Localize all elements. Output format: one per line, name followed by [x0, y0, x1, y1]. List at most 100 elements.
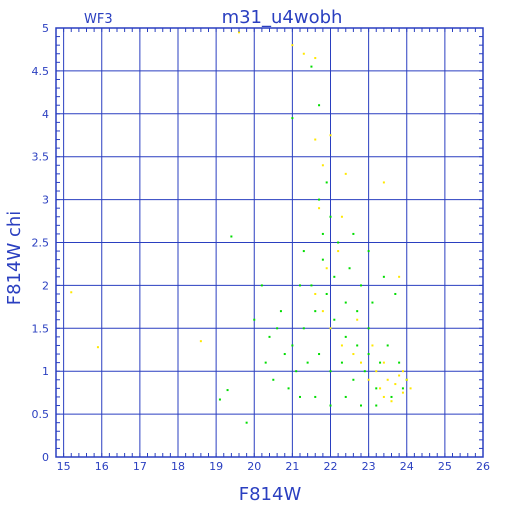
y-tick-label: 3 — [42, 194, 49, 207]
data-point — [276, 327, 279, 330]
data-point — [245, 421, 248, 424]
data-point — [382, 275, 385, 278]
data-point — [287, 387, 290, 390]
data-point — [199, 340, 202, 343]
chart-title: m31_u4wobh — [222, 7, 343, 28]
data-point — [352, 232, 355, 235]
data-point — [398, 374, 401, 377]
data-point — [382, 395, 385, 398]
data-point — [352, 353, 355, 356]
data-points — [70, 31, 412, 424]
data-point — [333, 318, 336, 321]
data-point — [379, 361, 382, 364]
data-point — [314, 138, 317, 141]
data-point — [398, 361, 401, 364]
data-point — [283, 353, 286, 356]
x-tick-label: 24 — [400, 460, 414, 473]
data-point — [405, 378, 408, 381]
data-point — [379, 387, 382, 390]
data-point — [409, 387, 412, 390]
data-point — [253, 318, 256, 321]
data-point — [344, 395, 347, 398]
data-point — [302, 327, 305, 330]
data-point — [291, 44, 294, 47]
data-point — [299, 395, 301, 398]
x-tick-labels: 15 16 17 18 19 20 21 22 23 24 25 26 — [57, 460, 490, 473]
data-point — [398, 275, 401, 278]
data-point — [318, 198, 321, 201]
data-point — [329, 327, 332, 330]
tick-marks — [55, 27, 484, 458]
data-point — [367, 378, 370, 381]
data-point — [302, 52, 305, 55]
y-tick-label: 5 — [42, 22, 49, 35]
data-point — [226, 389, 229, 392]
data-point — [356, 344, 359, 347]
data-point — [314, 57, 317, 60]
data-point — [329, 215, 332, 218]
y-tick-label: 2.5 — [32, 237, 50, 250]
x-tick-label: 16 — [95, 460, 109, 473]
data-point — [360, 404, 362, 407]
data-point — [295, 370, 298, 373]
data-point — [333, 275, 336, 278]
y-tick-label: 0.5 — [32, 408, 50, 421]
data-point — [302, 250, 305, 253]
data-point — [329, 404, 332, 407]
data-point — [356, 310, 359, 313]
data-point — [325, 181, 328, 184]
y-tick-label: 1.5 — [32, 322, 50, 335]
data-point — [382, 181, 385, 184]
data-point — [367, 250, 370, 253]
data-point — [367, 327, 370, 330]
x-tick-label: 20 — [247, 460, 261, 473]
data-point — [299, 284, 301, 287]
x-tick-label: 17 — [133, 460, 147, 473]
data-point — [218, 398, 221, 401]
data-point — [386, 378, 389, 381]
data-point — [279, 310, 282, 313]
y-axis-title: F814W chi — [4, 211, 25, 306]
y-tick-labels: 0 0.5 1 1.5 2 2.5 3 3.5 4 4.5 5 — [32, 22, 50, 464]
data-point — [321, 164, 324, 167]
data-point — [329, 134, 332, 137]
data-point — [318, 353, 321, 356]
x-tick-label: 26 — [476, 460, 490, 473]
data-point — [314, 395, 317, 398]
data-point — [318, 207, 321, 210]
data-point — [310, 65, 313, 68]
panel-label: WF3 — [84, 12, 113, 27]
y-tick-label: 0 — [42, 451, 49, 464]
data-point — [337, 241, 340, 244]
data-point — [325, 267, 328, 270]
data-point — [321, 310, 324, 313]
data-point — [314, 292, 317, 295]
data-point — [371, 301, 374, 304]
data-point — [268, 335, 271, 338]
data-point — [363, 370, 366, 373]
data-point — [375, 370, 378, 373]
data-point — [344, 335, 347, 338]
data-point — [348, 267, 351, 270]
data-point — [272, 378, 275, 381]
data-point — [367, 353, 370, 356]
data-point — [340, 215, 343, 218]
data-point — [352, 378, 355, 381]
data-point — [360, 284, 362, 287]
data-point — [314, 310, 317, 313]
data-point — [260, 284, 263, 287]
data-point — [356, 318, 359, 321]
data-point — [394, 383, 397, 386]
data-point — [390, 400, 393, 403]
data-point — [360, 361, 362, 364]
data-point — [390, 395, 393, 398]
y-tick-label: 4.5 — [32, 65, 50, 78]
data-point — [340, 344, 343, 347]
data-point — [375, 404, 378, 407]
data-point — [386, 344, 389, 347]
x-tick-label: 25 — [438, 460, 452, 473]
data-point — [344, 301, 347, 304]
x-tick-label: 23 — [362, 460, 376, 473]
data-point — [401, 387, 404, 390]
